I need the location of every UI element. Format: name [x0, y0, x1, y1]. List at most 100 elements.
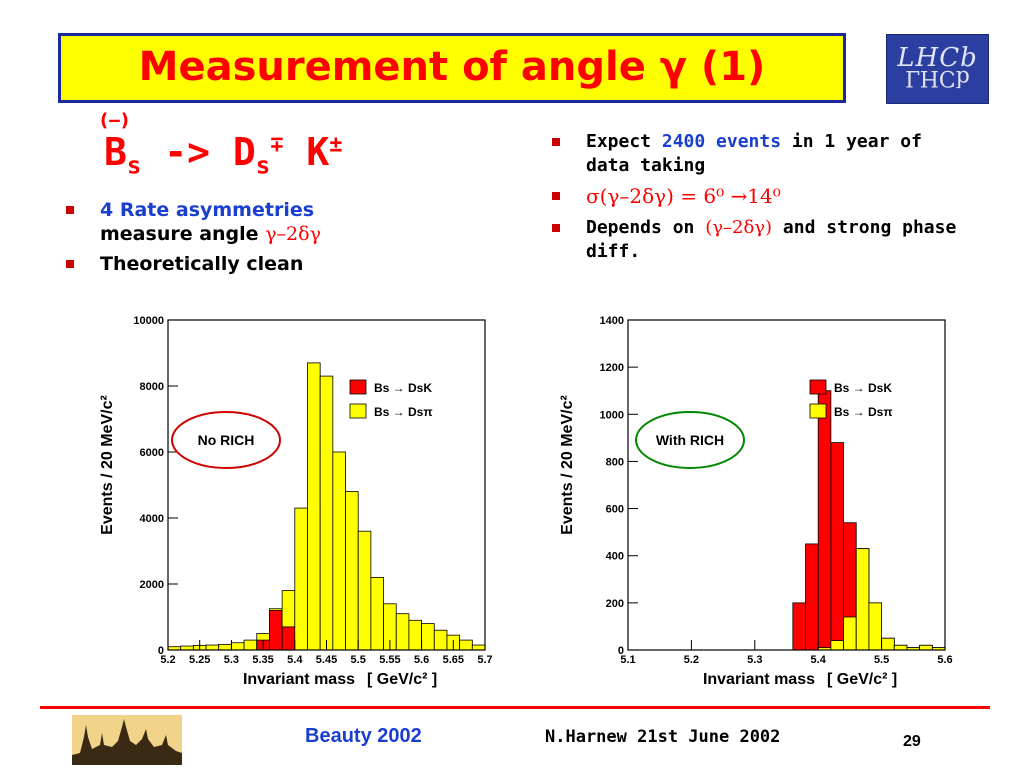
bar-dspi — [830, 640, 844, 651]
x-tick-label: 5.5 — [874, 654, 889, 666]
bar-dspi — [319, 375, 334, 651]
y-tick-label: 0 — [618, 645, 624, 657]
legend-swatch — [349, 379, 367, 395]
x-axis-unit: [ GeV/c² ] — [367, 671, 437, 688]
footer-author-date: N.Harnew 21st June 2002 — [545, 727, 781, 747]
bar-dsk — [281, 626, 296, 651]
bullet-asymmetries: 4 Rate asymmetries measure angle γ–2δγ — [60, 198, 420, 246]
title-box: Measurement of angle γ (1) — [58, 33, 846, 103]
bar-dsk — [792, 602, 806, 651]
y-tick-label: 800 — [606, 456, 624, 468]
legend-label: Bs → Dsπ — [834, 405, 893, 419]
bullet-asym-line2: measure angle — [100, 223, 266, 245]
bullet-asym-sym: γ–2δγ — [265, 223, 321, 245]
bar-dspi — [855, 548, 870, 651]
bar-dspi — [307, 362, 321, 651]
decay-b: B — [104, 130, 127, 174]
bar-dspi — [459, 639, 473, 651]
x-tick-label: 5.6 — [937, 654, 952, 666]
x-tick-label: 5.1 — [620, 654, 635, 666]
y-axis-title: Events / 20 MeV/c² — [99, 395, 116, 535]
bar-dspi — [881, 637, 895, 651]
bullet-asym-blue: 4 Rate asymmetries — [100, 199, 315, 221]
label-ring — [635, 411, 745, 469]
bar-dspi — [218, 643, 232, 651]
legend-swatch — [809, 403, 827, 419]
x-tick-label: 5.3 — [747, 654, 762, 666]
bar-dspi — [421, 623, 435, 651]
x-axis-title: Invariant mass — [243, 671, 355, 688]
decay-paren: (‒) — [100, 110, 129, 131]
decay-k: K — [283, 130, 330, 174]
decay-d-sub: s — [255, 151, 271, 180]
x-axis-unit: [ GeV/c² ] — [827, 671, 897, 688]
x-tick-label: 5.4 — [811, 654, 827, 666]
bullet-sigma: σ(γ–2δγ) = 6⁰ →14⁰ — [546, 184, 966, 210]
bullet-clean-text: Theoretically clean — [100, 253, 304, 275]
y-axis-title: Events / 20 MeV/c² — [559, 395, 576, 535]
x-tick-label: 5.45 — [316, 654, 337, 666]
bullet-depends-pre: Depends on — [586, 217, 706, 238]
legend-label: Bs → DsK — [834, 381, 892, 395]
footer-conference: Beauty 2002 — [305, 725, 422, 747]
bar-dspi — [919, 644, 933, 651]
decay-d-charge: ∓ — [270, 132, 284, 158]
bar-dspi — [332, 451, 346, 651]
x-tick-label: 5.4 — [287, 654, 303, 666]
bar-dspi — [893, 644, 908, 651]
y-tick-label: 6000 — [140, 447, 164, 459]
x-tick-label: 5.3 — [224, 654, 239, 666]
bar-dsk — [830, 442, 844, 651]
ring-label: With RICH — [656, 432, 724, 448]
bar-dspi — [230, 642, 245, 651]
plot-frame — [627, 319, 946, 651]
bar-dspi — [471, 644, 486, 651]
bullet-depends-post: and strong phase diff. — [586, 217, 957, 262]
lhcb-logo: LHCb LHCb — [886, 34, 989, 104]
x-tick-label: 5.2 — [684, 654, 699, 666]
x-tick-label: 5.2 — [160, 654, 175, 666]
legend-swatch — [809, 379, 827, 395]
bullet-sigma-sym: σ(γ–2δγ) = 6⁰ →14⁰ — [586, 184, 781, 208]
right-bullets: Expect 2400 events in 1 year of data tak… — [546, 130, 966, 270]
bar-dspi — [205, 644, 220, 651]
cathedral-image — [72, 715, 182, 765]
with-rich-histogram: 0 200 400 600 800 1000 1200 1400 5.1 5.2 5.3 5.4 5.5… — [559, 315, 953, 688]
left-bullets: 4 Rate asymmetries measure angle γ–2δγ T… — [60, 198, 420, 282]
bullet-expect-post: in 1 year of data taking — [586, 131, 922, 176]
bar-dsk — [817, 390, 832, 651]
x-tick-label: 5.6 — [414, 654, 429, 666]
x-tick-label: 5.55 — [379, 654, 400, 666]
y-tick-label: 200 — [606, 598, 624, 610]
y-tick-label: 4000 — [140, 513, 164, 525]
bar-dsk — [805, 543, 819, 651]
bar-dspi — [395, 613, 410, 651]
bullet-depends: Depends on (γ–2δγ) and strong phase diff… — [546, 216, 966, 264]
y-tick-label: 1400 — [600, 315, 624, 327]
bar-dspi — [433, 629, 448, 651]
x-tick-label: 5.7 — [477, 654, 492, 666]
decay-arrow: -> D — [141, 130, 256, 174]
bar-dspi — [243, 639, 258, 651]
bar-dspi — [868, 602, 883, 651]
slide-title: Measurement of angle γ (1) — [138, 44, 766, 90]
decay-b-sub: s — [126, 151, 142, 180]
page-number: 29 — [903, 733, 921, 750]
bullet-expect-pre: Expect — [586, 131, 662, 152]
bullet-marker — [66, 206, 74, 214]
y-tick-label: 400 — [606, 551, 624, 563]
legend-swatch — [349, 403, 367, 419]
x-tick-label: 5.35 — [252, 654, 273, 666]
ring-label: No RICH — [198, 432, 255, 448]
bullet-depends-sym: (γ–2δγ) — [705, 217, 773, 238]
label-ring — [171, 411, 281, 469]
x-tick-label: 5.25 — [189, 654, 210, 666]
bar-dspi — [345, 491, 359, 651]
x-axis-title: Invariant mass — [703, 671, 815, 688]
bullet-marker — [552, 224, 560, 232]
x-tick-label: 5.5 — [351, 654, 366, 666]
decay-k-charge: ± — [329, 132, 343, 158]
legend-label: Bs → DsK — [374, 381, 432, 395]
y-tick-label: 0 — [158, 645, 164, 657]
